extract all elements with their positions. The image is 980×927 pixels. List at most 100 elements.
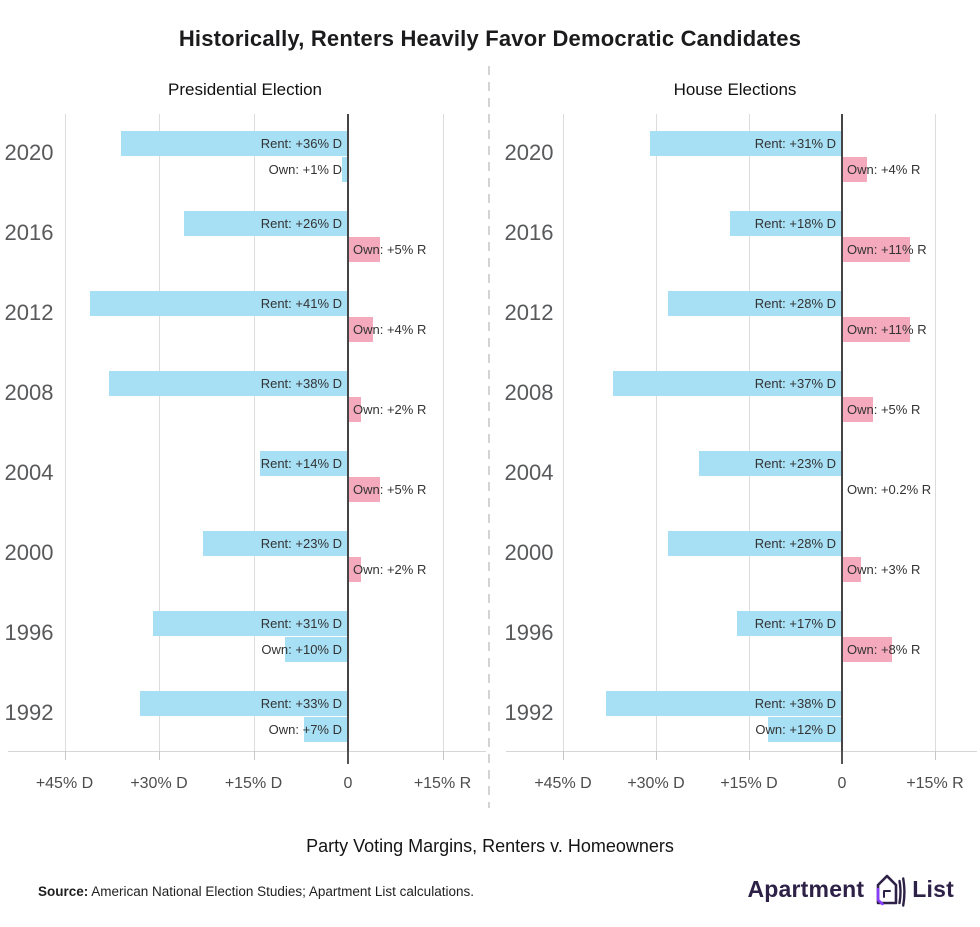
x-tick-mark [563, 751, 564, 760]
year-label: 2008 [4, 380, 54, 405]
year-label: 1992 [504, 700, 554, 725]
x-tick-label: +30% D [130, 775, 188, 792]
own-bar-label: Own: +10% D [261, 642, 342, 657]
panel-separator [488, 66, 490, 808]
own-bar-label: Own: +12% D [755, 722, 836, 737]
rent-bar [612, 371, 842, 396]
own-bar-label: Own: +0.2% R [847, 482, 932, 497]
gridline [563, 114, 564, 751]
rent-bar-label: Rent: +28% D [754, 296, 836, 311]
rent-bar-label: Rent: +28% D [754, 536, 836, 551]
rent-bar [649, 131, 842, 156]
rent-bar-label: Rent: +33% D [260, 696, 342, 711]
x-axis-title: Party Voting Margins, Renters v. Homeown… [306, 836, 674, 856]
own-bar-label: Own: +4% R [847, 162, 921, 177]
rent-bar-label: Rent: +23% D [754, 456, 836, 471]
own-bar-label: Own: +3% R [847, 562, 921, 577]
apartment-list-logo: Apartment List [747, 870, 954, 908]
own-bar [842, 157, 867, 182]
year-label: 1992 [4, 700, 54, 725]
x-tick-mark [159, 751, 160, 760]
gridline [159, 114, 160, 751]
rent-bar-label: Rent: +31% D [260, 616, 342, 631]
x-tick-mark [347, 751, 349, 764]
year-label: 2000 [4, 540, 54, 565]
x-tick-label: +15% R [906, 775, 964, 792]
rent-bar-label: Rent: +36% D [260, 136, 342, 151]
x-tick-mark [442, 751, 444, 760]
gridline [442, 114, 444, 751]
own-bar [285, 637, 348, 662]
own-bar-label: Own: +4% R [353, 322, 427, 337]
year-label: 1996 [4, 620, 54, 645]
year-label: 2004 [504, 460, 554, 485]
year-label: 2016 [504, 220, 554, 245]
rent-bar [89, 291, 348, 316]
rent-bar-label: Rent: +38% D [754, 696, 836, 711]
own-bar [767, 717, 842, 742]
own-bar-label: Own: +8% R [847, 642, 921, 657]
source-text: American National Election Studies; Apar… [88, 884, 474, 899]
rent-bar [730, 211, 842, 236]
gridline [749, 114, 750, 751]
logo-word-list: List [912, 875, 954, 902]
rent-bar [606, 691, 842, 716]
own-bar-label: Own: +5% R [353, 242, 427, 257]
x-tick-label: +15% D [224, 775, 283, 792]
own-bar-label: Own: +11% R [847, 322, 927, 337]
x-axis-line [8, 751, 486, 752]
own-bar [348, 237, 380, 262]
rent-bar [108, 371, 348, 396]
rent-bar [699, 451, 842, 476]
own-bar-label: Own: +2% R [353, 562, 427, 577]
rent-bar-label: Rent: +38% D [260, 376, 342, 391]
x-axis-line [506, 751, 977, 752]
own-bar-label: Own: +2% R [353, 402, 427, 417]
gridline [935, 114, 936, 751]
gridline [656, 114, 657, 751]
rent-bar [668, 291, 842, 316]
rent-bar [203, 531, 348, 556]
x-tick-label: +45% D [534, 775, 592, 792]
own-bar [842, 397, 873, 422]
x-tick-mark [253, 751, 255, 760]
x-tick-mark [841, 751, 843, 764]
zero-line [841, 114, 843, 751]
own-bar-label: Own: +7% D [268, 722, 342, 737]
own-bar [842, 637, 892, 662]
rent-bar [152, 611, 348, 636]
rent-bar [140, 691, 348, 716]
own-bar-label: Own: +5% R [353, 482, 427, 497]
panel-presidential-election: Presidential Election +45% D +30% D +15% D… [0, 0, 490, 830]
own-bar [341, 157, 348, 182]
own-bar [842, 557, 861, 582]
x-tick-label: +30% D [627, 775, 685, 792]
rent-bar-label: Rent: +37% D [754, 376, 836, 391]
own-bar [348, 557, 361, 582]
rent-bar [184, 211, 348, 236]
zero-line [347, 114, 349, 751]
rent-bar-label: Rent: +17% D [754, 616, 836, 631]
year-label: 2000 [504, 540, 554, 565]
year-label: 2016 [4, 220, 54, 245]
x-tick-label: +15% R [413, 775, 472, 792]
rent-bar-label: Rent: +31% D [754, 136, 836, 151]
year-label: 2012 [4, 300, 54, 325]
chart-title: Historically, Renters Heavily Favor Demo… [178, 26, 802, 51]
own-bar [348, 477, 380, 502]
source-label: Source: [38, 884, 89, 899]
year-label: 2008 [504, 380, 554, 405]
panel-title: Presidential Election [167, 80, 323, 99]
rent-bar [259, 451, 348, 476]
own-bar [842, 317, 911, 342]
own-bar [348, 317, 374, 342]
x-tick-label: +15% D [720, 775, 778, 792]
source-note: Source: American National Election Studi… [38, 884, 474, 899]
panel-house-elections: House Elections +45% D +30% D +15% D 0 +15% … [490, 0, 980, 830]
year-label: 2020 [504, 140, 554, 165]
rent-bar [668, 531, 842, 556]
gridline [64, 114, 66, 751]
logo-word-apartment: Apartment [747, 875, 865, 902]
panel-title: House Elections [673, 80, 797, 99]
panel-plot-area: +45% D +30% D +15% D 0 +15% R 2020 Rent: +36% … [0, 0, 490, 830]
